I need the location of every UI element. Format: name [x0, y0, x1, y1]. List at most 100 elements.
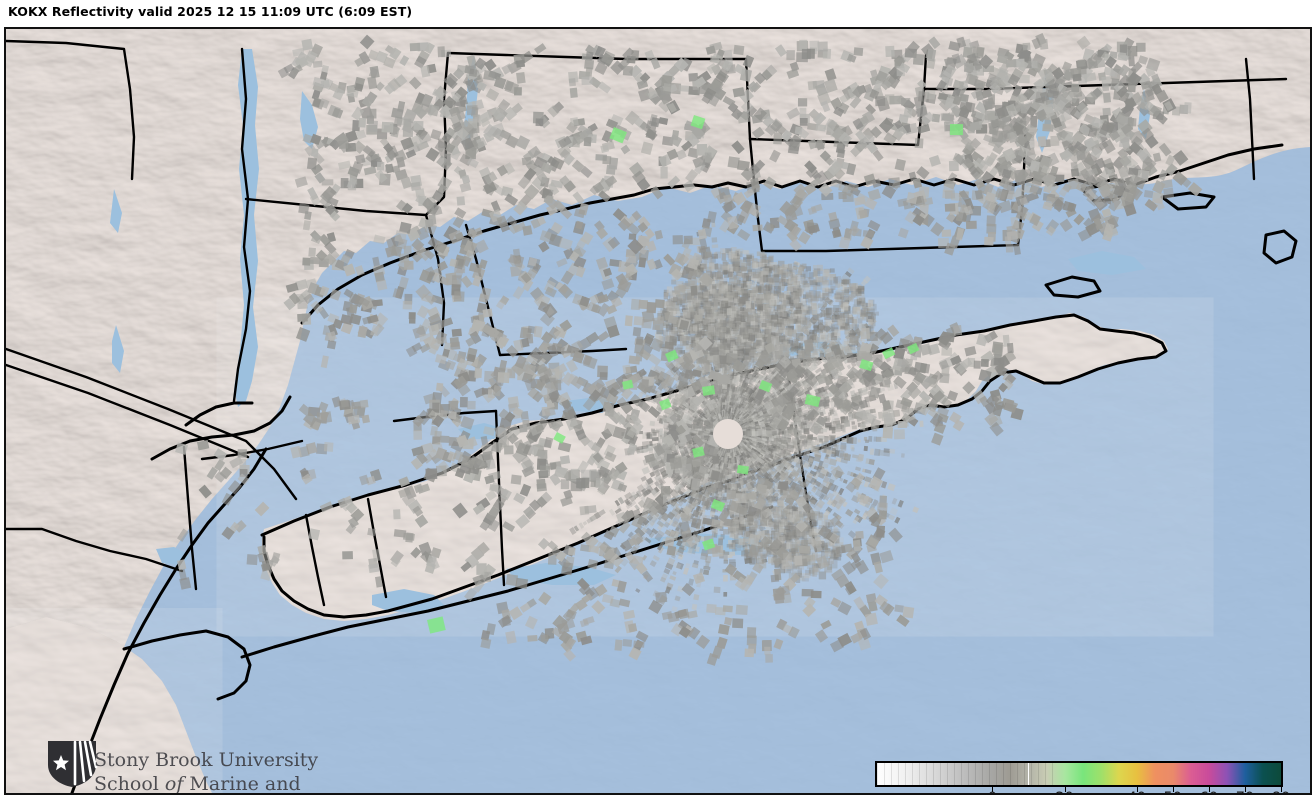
- radar-echo-cell: [790, 448, 796, 453]
- radar-echo-cell: [842, 427, 846, 433]
- radar-echo-cell: [851, 421, 856, 425]
- map-canvas[interactable]: [6, 29, 1310, 793]
- radar-echo-cell: [799, 463, 806, 471]
- radar-echo-cell: [774, 467, 782, 474]
- radar-echo-cell: [655, 428, 660, 433]
- radar-echo-cell: [850, 444, 855, 450]
- radar-echo-cell: [792, 476, 799, 483]
- radar-echo-cell: [864, 469, 872, 475]
- radar-echo-cell: [808, 463, 813, 468]
- radar-echo-cell: [811, 486, 818, 493]
- radar-echo-cell: [883, 448, 890, 454]
- radar-echo-cell: [835, 514, 842, 521]
- radar-echo-cell: [807, 434, 813, 442]
- radar-echo-cell: [851, 425, 857, 430]
- radar-echo-cell: [836, 444, 844, 452]
- radar-echo-cell: [796, 467, 804, 474]
- radar-echo-cell: [771, 431, 777, 436]
- radar-echo-cell: [834, 428, 841, 432]
- radar-echo-cell: [775, 461, 783, 469]
- radar-echo-cell: [814, 503, 823, 512]
- radar-echo-cell: [663, 293, 669, 299]
- radar-echo-cell: [727, 554, 733, 558]
- radar-echo-cell: [820, 428, 828, 433]
- radar-echo-cell: [839, 477, 844, 482]
- radar-echo-cell: [841, 437, 848, 443]
- radar-echo-cell: [776, 465, 782, 472]
- radar-echo-cell: [713, 586, 721, 594]
- radar-echo-cell: [853, 508, 861, 515]
- radar-echo-cell: [862, 426, 869, 433]
- radar-echo-cell: [888, 448, 896, 454]
- radar-echo-cell: [784, 449, 789, 457]
- radar-echo-cell: [782, 446, 787, 451]
- radar-echo-cell: [830, 436, 835, 443]
- radar-echo-cell: [863, 445, 868, 452]
- radar-echo-cell: [842, 501, 848, 508]
- title-bar: KOKX Reflectivity valid 2025 12 15 11:09…: [0, 0, 1316, 27]
- radar-echo-cell: [843, 453, 852, 462]
- radar-echo-cell: [811, 436, 817, 441]
- radar-echo-cell: [817, 472, 826, 479]
- map-frame[interactable]: Stony Brook University School of Marine …: [4, 27, 1312, 795]
- radar-echo-cell: [802, 462, 811, 470]
- radar-echo-cell: [773, 462, 780, 469]
- radar-echo-cell: [747, 431, 752, 437]
- radar-echo-cell: [861, 468, 866, 473]
- radar-echo-cell: [809, 477, 817, 486]
- radar-echo-cell: [855, 466, 862, 472]
- radar-echo-cell: [819, 438, 824, 443]
- radar-echo-cell: [803, 428, 810, 435]
- radar-echo-cell: [768, 465, 774, 472]
- radar-echo-cell: [793, 457, 802, 465]
- radar-echo-cell: [880, 436, 887, 443]
- page-title: KOKX Reflectivity valid 2025 12 15 11:09…: [8, 4, 413, 19]
- radar-echo-cell: [851, 454, 859, 459]
- radar-echo-cell: [824, 435, 829, 443]
- radar-echo-cell: [642, 432, 647, 439]
- radar-echo-cell: [863, 481, 870, 488]
- radar-echo-cell: [730, 247, 737, 252]
- radar-echo-cell: [855, 456, 863, 463]
- radar-echo-cell: [766, 429, 773, 437]
- radar-echo-cell: [894, 516, 901, 524]
- radar-echo-cell: [868, 458, 875, 466]
- radar-echo-cell: [791, 470, 800, 479]
- radar-echo-cell: [809, 499, 819, 509]
- radar-echo-cell: [816, 499, 826, 509]
- radar-echo-cell: [883, 450, 891, 457]
- radar-echo-cell: [840, 445, 847, 452]
- radar-echo-cell: [869, 408, 876, 414]
- radar-echo-cell: [746, 260, 752, 265]
- radar-echo-cell: [815, 466, 822, 475]
- radar-echo-cell: [825, 471, 833, 478]
- radar-echo-cell: [815, 482, 825, 492]
- radar-echo-cell: [814, 471, 820, 480]
- radar-echo-cell: [842, 478, 848, 484]
- radar-echo-cell: [818, 493, 825, 501]
- radar-echo-cell: [840, 457, 849, 464]
- radar-echo-cell: [873, 436, 877, 442]
- radar-echo-cell: [829, 458, 838, 466]
- radar-echo-cell: [794, 462, 803, 469]
- radar-echo-cell: [711, 244, 719, 249]
- radar-echo-cell: [838, 523, 845, 529]
- radar-echo-cell: [865, 458, 870, 465]
- radar-echo-cell: [810, 448, 818, 454]
- radar-echo-cell: [799, 436, 807, 440]
- radar-echo-cell: [889, 507, 899, 516]
- radar-echo-cell: [787, 442, 794, 450]
- radar-echo-cell: [723, 574, 728, 582]
- radar-echo-cell: [799, 480, 808, 489]
- radar-echo-cell: [823, 495, 830, 501]
- radar-echo-cell: [813, 441, 820, 446]
- radar-echo-cell: [757, 430, 761, 437]
- radar-echo-cell: [814, 488, 823, 497]
- radar-echo-cell: [813, 465, 820, 471]
- radar-echo-cell: [666, 286, 673, 293]
- radar-echo-cell: [826, 492, 835, 500]
- radar-echo-cell: [874, 448, 881, 457]
- radar-echo-cell: [845, 508, 854, 517]
- radar-echo-cell: [900, 453, 905, 458]
- radar-echo-cell: [919, 420, 924, 427]
